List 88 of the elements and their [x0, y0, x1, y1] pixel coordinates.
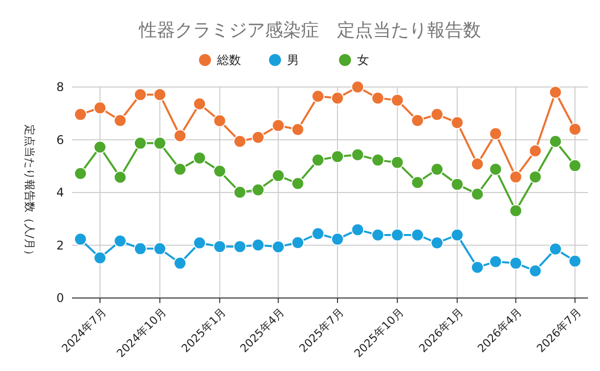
legend-label: 女	[357, 53, 369, 68]
point	[213, 164, 226, 178]
point	[291, 236, 304, 250]
y-axis-title: 定点当たり報告数（人/月）	[23, 124, 36, 260]
point	[114, 114, 127, 127]
point	[153, 136, 166, 150]
point	[548, 134, 562, 148]
point	[489, 162, 502, 176]
point	[291, 177, 304, 190]
y-tick-label: 2	[56, 238, 64, 252]
point	[568, 254, 582, 268]
y-tick-label: 4	[56, 186, 64, 200]
point	[450, 116, 464, 130]
point	[153, 242, 166, 256]
point	[174, 129, 187, 142]
point	[528, 170, 542, 184]
point	[330, 150, 344, 164]
y-tick-label: 8	[56, 80, 64, 94]
point	[509, 204, 522, 218]
point	[134, 242, 147, 256]
point	[114, 234, 127, 248]
point	[430, 236, 444, 250]
legend-label: 男	[287, 53, 299, 68]
point	[193, 236, 206, 250]
point	[272, 119, 285, 132]
point	[390, 156, 404, 169]
point	[568, 122, 582, 136]
point	[411, 228, 424, 242]
point	[371, 228, 384, 242]
point	[509, 256, 522, 270]
point	[489, 255, 502, 268]
point	[390, 94, 404, 107]
point	[390, 228, 404, 242]
point	[193, 97, 206, 110]
point	[93, 140, 106, 154]
point	[548, 242, 562, 256]
point	[213, 114, 226, 128]
point	[114, 170, 127, 184]
point	[470, 188, 484, 201]
chart-title: 性器クラミジア感染症 定点当たり報告数	[138, 20, 481, 41]
point	[311, 227, 324, 240]
point	[528, 144, 542, 158]
point	[252, 183, 265, 196]
legend-label: 総数	[216, 53, 241, 68]
point	[233, 240, 246, 254]
point	[470, 158, 484, 171]
point	[351, 223, 364, 236]
point	[153, 88, 166, 102]
point	[450, 178, 464, 191]
point	[93, 101, 106, 114]
point	[252, 238, 265, 252]
point	[450, 228, 464, 242]
point	[74, 167, 87, 180]
point	[134, 136, 147, 150]
point	[351, 148, 364, 162]
point	[489, 127, 502, 140]
point	[528, 264, 542, 278]
point	[193, 151, 206, 164]
point	[174, 162, 187, 176]
point	[74, 108, 87, 121]
point	[311, 154, 324, 167]
point	[351, 80, 364, 94]
point	[233, 134, 246, 148]
point	[311, 90, 324, 103]
point	[430, 162, 444, 176]
y-tick-label: 0	[56, 291, 64, 306]
point	[568, 159, 582, 172]
point	[213, 240, 226, 254]
point	[548, 86, 562, 99]
point	[411, 114, 424, 127]
point	[411, 176, 424, 189]
point	[330, 232, 344, 246]
point	[272, 240, 285, 254]
point	[174, 256, 187, 270]
point	[330, 92, 344, 105]
point	[272, 169, 285, 182]
point	[371, 92, 384, 105]
point	[430, 108, 444, 121]
point	[470, 260, 484, 274]
y-tick-label: 6	[56, 132, 64, 147]
point	[509, 170, 522, 184]
point	[134, 88, 147, 102]
point	[74, 232, 87, 246]
point	[93, 251, 106, 264]
point	[291, 122, 304, 136]
point	[371, 154, 384, 167]
point	[233, 186, 246, 199]
point	[252, 130, 265, 144]
